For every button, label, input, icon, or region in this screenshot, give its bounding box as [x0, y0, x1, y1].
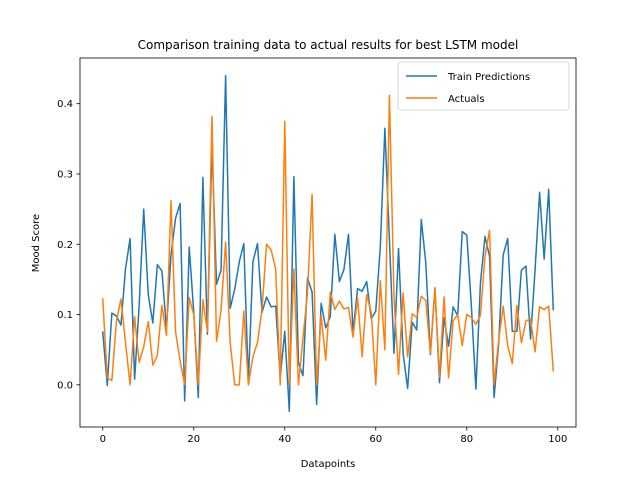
x-tick-label: 20 — [187, 434, 200, 445]
y-tick-label: 0.4 — [57, 99, 73, 110]
plot-frame — [79, 57, 577, 428]
y-tick-label: 0.1 — [57, 310, 73, 321]
y-tick-label: 0.3 — [57, 169, 73, 180]
x-tick-label: 0 — [100, 434, 106, 445]
series-layer — [101, 74, 555, 413]
plot-background — [80, 58, 576, 427]
x-tick-label: 60 — [369, 434, 382, 445]
y-tick-label: 0.2 — [57, 240, 73, 251]
x-tick-label: 80 — [460, 434, 473, 445]
series-line-actuals — [101, 94, 555, 386]
x-tick-label: 100 — [548, 434, 567, 445]
axes-layer: 0 20 40 60 80 100 0.0 0.1 0.2 0.3 0.4 — [57, 57, 577, 445]
chart-title: Comparison training data to actual resul… — [138, 38, 519, 52]
y-tick-label: 0.0 — [57, 380, 73, 391]
x-tick-label: 40 — [278, 434, 291, 445]
legend-box — [397, 61, 570, 111]
legend-label-actuals: Actuals — [448, 94, 485, 105]
y-axis-title: Mood Score — [31, 214, 42, 272]
legend: Train Predictions Actuals — [397, 61, 570, 111]
x-axis-title: Datapoints — [301, 459, 356, 470]
plot-area — [80, 58, 576, 427]
legend-label-train-predictions: Train Predictions — [447, 72, 530, 83]
